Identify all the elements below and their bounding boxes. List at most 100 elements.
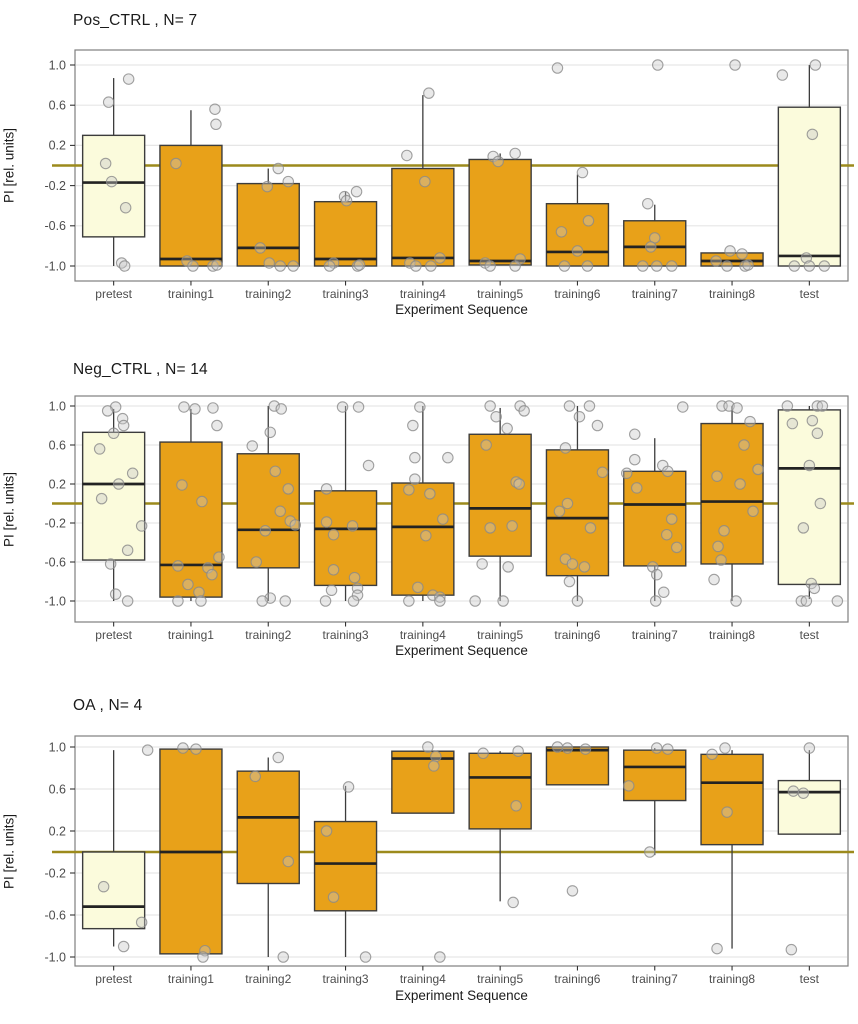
jitter-point bbox=[182, 578, 194, 591]
x-tick-label: training4 bbox=[400, 287, 446, 301]
jitter-point bbox=[121, 595, 134, 607]
jitter-point bbox=[786, 417, 799, 430]
jitter-point bbox=[246, 440, 259, 452]
jitter-point bbox=[788, 260, 801, 272]
y-tick-label: 0.2 bbox=[49, 824, 66, 838]
jitter-point bbox=[744, 415, 756, 428]
jitter-point bbox=[719, 742, 731, 754]
jitter-point bbox=[99, 157, 112, 170]
jitter-point bbox=[555, 226, 568, 238]
panel-1-title: Pos_CTRL , N= 7 bbox=[73, 12, 198, 29]
jitter-point bbox=[660, 528, 673, 541]
box bbox=[623, 470, 687, 567]
box bbox=[623, 749, 687, 802]
jitter-point bbox=[327, 564, 340, 576]
jitter-point bbox=[563, 575, 576, 588]
y-tick-label: 0.6 bbox=[49, 782, 66, 796]
jitter-point bbox=[776, 69, 789, 81]
y-tick-label: 0.6 bbox=[49, 438, 66, 452]
jitter-point bbox=[342, 781, 355, 793]
jitter-point bbox=[665, 260, 678, 272]
jitter-point bbox=[578, 561, 591, 573]
jitter-point bbox=[269, 465, 281, 478]
jitter-point bbox=[340, 194, 353, 207]
x-tick-label: training6 bbox=[554, 972, 600, 986]
jitter-point bbox=[95, 492, 108, 505]
jitter-point bbox=[644, 241, 657, 253]
jitter-point bbox=[422, 741, 434, 753]
jitter-point bbox=[566, 885, 579, 897]
jitter-point bbox=[176, 479, 188, 491]
jitter-point bbox=[419, 175, 431, 188]
jitter-point bbox=[434, 595, 446, 607]
jitter-point bbox=[559, 442, 572, 454]
jitter-point bbox=[800, 595, 813, 607]
y-tick-label: -1.0 bbox=[44, 950, 66, 964]
jitter-point bbox=[249, 770, 262, 783]
jitter-point bbox=[596, 466, 609, 479]
jitter-point bbox=[172, 595, 184, 607]
jitter-point bbox=[571, 595, 584, 607]
jitter-point bbox=[715, 554, 727, 566]
jitter-point bbox=[579, 743, 592, 755]
jitter-point bbox=[112, 478, 125, 490]
panel-1-x-axis-title: Experiment Sequence bbox=[395, 302, 528, 317]
jitter-point bbox=[797, 522, 810, 534]
x-tick-label: test bbox=[800, 628, 820, 642]
jitter-point bbox=[189, 403, 201, 415]
jitter-point bbox=[442, 451, 454, 464]
y-tick-label: -0.6 bbox=[44, 908, 66, 922]
y-tick-label: -1.0 bbox=[44, 594, 66, 608]
jitter-point bbox=[410, 260, 422, 272]
jitter-point bbox=[477, 747, 489, 760]
jitter-point bbox=[661, 465, 674, 478]
box bbox=[236, 770, 300, 885]
jitter-point bbox=[484, 400, 496, 412]
jitter-point bbox=[327, 891, 340, 903]
jitter-point bbox=[172, 560, 184, 572]
jitter-point bbox=[430, 750, 442, 763]
jitter-point bbox=[423, 87, 435, 99]
y-tick-label: 0.2 bbox=[49, 477, 66, 491]
box bbox=[81, 851, 146, 930]
jitter-point bbox=[729, 59, 741, 71]
x-tick-label: training3 bbox=[323, 972, 369, 986]
x-tick-label: training1 bbox=[168, 972, 214, 986]
jitter-point bbox=[808, 582, 821, 595]
jitter-point bbox=[708, 573, 720, 586]
jitter-point bbox=[724, 245, 736, 257]
box bbox=[700, 422, 764, 565]
jitter-point bbox=[424, 487, 436, 500]
jitter-point bbox=[325, 584, 338, 597]
panel-3-x-axis-title: Experiment Sequence bbox=[395, 988, 528, 1003]
jitter-point bbox=[553, 505, 566, 518]
jitter-point bbox=[649, 595, 662, 607]
jitter-point bbox=[573, 410, 586, 423]
panel-3-y-axis-title: PI [rel. units] bbox=[1, 813, 17, 889]
jitter-point bbox=[509, 147, 521, 160]
jitter-point bbox=[102, 96, 115, 108]
jitter-point bbox=[211, 259, 223, 271]
jitter-point bbox=[141, 744, 154, 756]
jitter-point bbox=[785, 943, 798, 956]
x-tick-label: training8 bbox=[709, 287, 755, 301]
jitter-point bbox=[199, 944, 211, 957]
jitter-point bbox=[202, 562, 214, 574]
jitter-point bbox=[811, 427, 824, 440]
jitter-point bbox=[730, 595, 742, 607]
jitter-point bbox=[287, 260, 299, 272]
jitter-point bbox=[676, 401, 689, 413]
jitter-point bbox=[670, 541, 683, 554]
jitter-point bbox=[211, 419, 223, 432]
y-tick-label: -1.0 bbox=[44, 259, 66, 273]
jitter-point bbox=[250, 556, 263, 568]
box bbox=[236, 453, 300, 569]
jitter-point bbox=[566, 558, 579, 570]
jitter-point bbox=[434, 252, 446, 264]
x-tick-label: training4 bbox=[400, 628, 446, 642]
box bbox=[468, 433, 532, 557]
y-tick-label: -0.2 bbox=[44, 866, 66, 880]
x-tick-label: training3 bbox=[323, 628, 369, 642]
jitter-point bbox=[630, 482, 643, 494]
box bbox=[81, 431, 146, 561]
